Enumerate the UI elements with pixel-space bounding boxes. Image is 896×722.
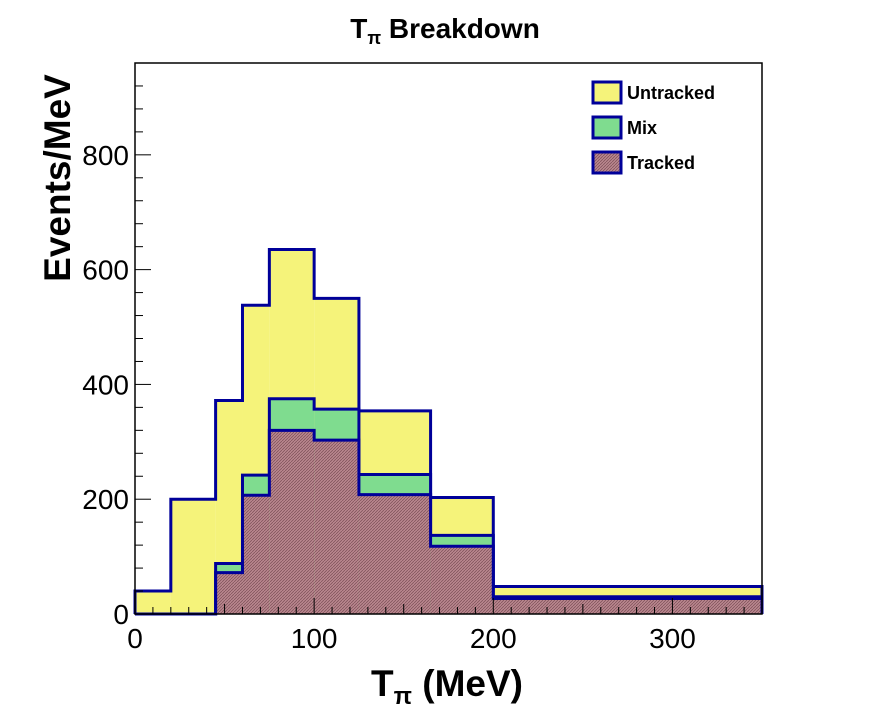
outline-tracked — [135, 428, 764, 616]
y-tick-label-200: 200 — [82, 484, 129, 515]
legend-swatch-mix — [591, 115, 623, 140]
y-axis-title: Events/MeV — [37, 74, 78, 282]
y-tick-label-800: 800 — [82, 140, 129, 171]
bar-tracked-7 — [430, 546, 494, 614]
y-tick-label-600: 600 — [82, 255, 129, 286]
legend-label-untracked: Untracked — [627, 83, 715, 103]
axes: 0 100 200 300 0 200 400 600 800 — [82, 62, 763, 654]
x-axis-title: Tπ (MeV) — [371, 663, 523, 710]
x-tick-label-0: 0 — [127, 623, 143, 654]
bar-tracked-5 — [314, 440, 359, 614]
bar-tracked-2 — [215, 572, 243, 614]
legend-swatch-tracked — [591, 150, 623, 175]
y-tick-label-0: 0 — [113, 599, 129, 630]
x-tick-label-200: 200 — [470, 623, 517, 654]
bar-tracked-4 — [269, 430, 315, 614]
x-tick-label-300: 300 — [649, 623, 696, 654]
legend: Untracked Mix Tracked — [591, 80, 715, 175]
x-tick-label-100: 100 — [291, 623, 338, 654]
chart-title: Tπ Breakdown — [350, 13, 540, 48]
legend-label-tracked: Tracked — [627, 153, 695, 173]
bar-untracked-0 — [135, 591, 171, 614]
y-tick-label-400: 400 — [82, 369, 129, 400]
bar-tracked-3 — [242, 495, 270, 614]
legend-swatch-untracked — [591, 80, 623, 105]
bar-tracked-6 — [358, 494, 431, 614]
histogram-layers — [133, 248, 764, 616]
outline-untracked — [133, 248, 764, 614]
bar-untracked-1 — [170, 499, 216, 614]
bar-tracked-8 — [493, 598, 762, 614]
legend-label-mix: Mix — [627, 118, 657, 138]
